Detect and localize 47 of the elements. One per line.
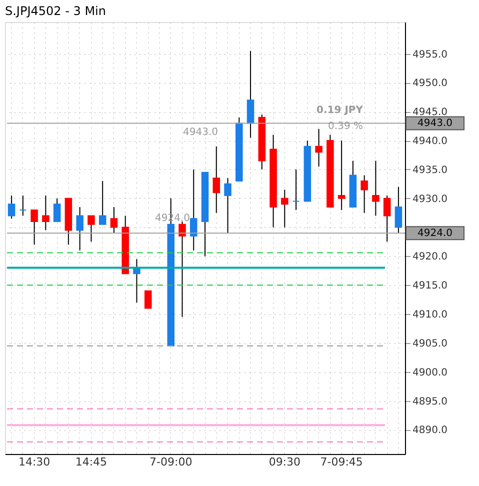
- y-tick-label: 4945.0: [412, 107, 448, 118]
- candlestick: [53, 198, 61, 222]
- y-tick-label: 4950.0: [412, 78, 448, 90]
- candlestick: [8, 194, 16, 220]
- candlestick: [246, 50, 254, 138]
- y-tick-label: 4935.0: [412, 164, 448, 176]
- candlestick: [281, 189, 288, 228]
- ref-line-label: 4943.0: [418, 118, 452, 130]
- candlestick: [338, 140, 346, 210]
- candlestick: [394, 186, 402, 234]
- candlestick: [224, 178, 232, 234]
- x-tick-label: 14:30: [18, 456, 50, 468]
- candlestick: [19, 194, 27, 216]
- candlestick: [88, 215, 95, 242]
- x-tick-label: 14:45: [75, 456, 108, 468]
- y-tick-label: 4895.0: [412, 396, 448, 408]
- candlestick: [98, 180, 106, 225]
- y-tick-label: 4905.0: [412, 338, 448, 350]
- y-tick-label: 4910.0: [412, 310, 448, 321]
- candlestick: [315, 128, 322, 168]
- ref-line-label: 4924.0: [418, 228, 452, 240]
- candlestick: [372, 160, 380, 216]
- candlestick: [178, 221, 186, 318]
- candlestick: [360, 174, 368, 214]
- annotation: 0.19 JPY: [316, 105, 364, 116]
- chart-title: S.JPJ4502 - 3 Min: [5, 4, 106, 18]
- candlestick: [76, 206, 84, 251]
- candlestick: [383, 194, 391, 242]
- x-tick-label: 09:30: [268, 456, 301, 468]
- annotation: 4943.0: [183, 127, 218, 138]
- y-tick-label: 4940.0: [412, 136, 448, 148]
- y-tick-label: 4900.0: [412, 367, 448, 378]
- y-tick-label: 4920.0: [412, 252, 448, 263]
- candlestick: [144, 290, 152, 309]
- candlestick: [212, 146, 220, 214]
- y-tick-label: 4930.0: [412, 194, 448, 205]
- x-tick-label: 7-09:45: [320, 456, 363, 468]
- y-tick-label: 4955.0: [412, 49, 448, 60]
- candlestick: [190, 168, 198, 251]
- annotation: 0.39 %: [328, 121, 363, 132]
- y-tick-label: 4915.0: [412, 280, 448, 292]
- x-tick-label: 7-09:00: [150, 456, 192, 468]
- candlestick: [42, 194, 50, 231]
- candlestick: [110, 206, 118, 234]
- y-tick-label: 4890.0: [412, 425, 448, 436]
- candlestick: [30, 209, 38, 246]
- candlestick: [292, 168, 300, 210]
